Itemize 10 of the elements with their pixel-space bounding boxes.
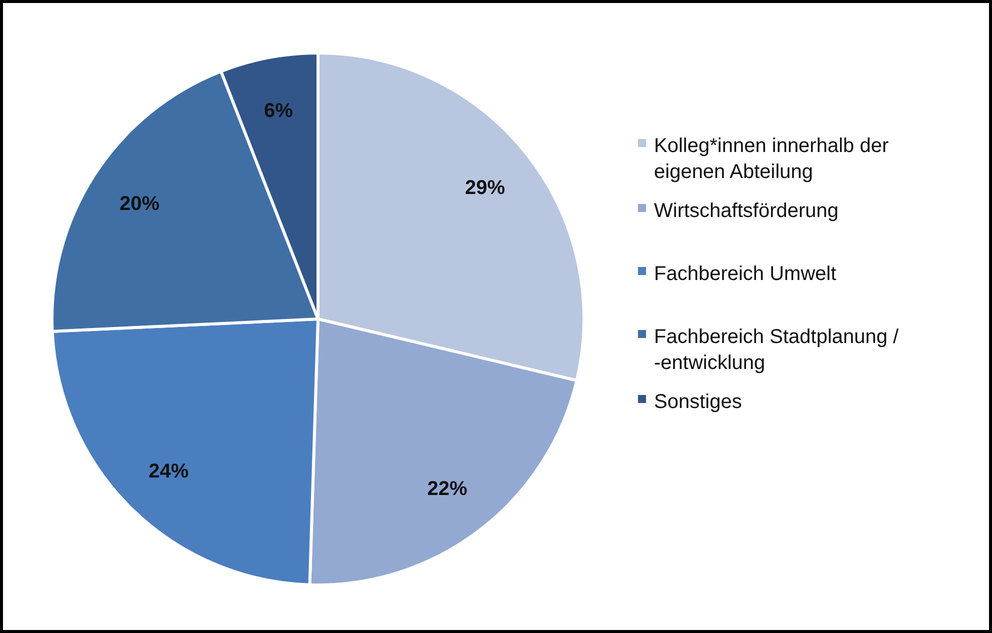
data-label: 6% bbox=[264, 100, 294, 122]
data-label: 29% bbox=[464, 177, 506, 200]
legend-label: Kolleg*innen innerhalb der eigenen Abteilung bbox=[654, 135, 889, 183]
data-label: 20% bbox=[119, 193, 160, 216]
data-label: 22% bbox=[427, 478, 468, 500]
legend-label: Fachbereich Stadtplanung / -entwicklung bbox=[654, 326, 900, 374]
data-label: 24% bbox=[148, 460, 189, 483]
legend-label: Sonstiges bbox=[654, 391, 742, 413]
legend-label: Fachbereich Umwelt bbox=[654, 263, 837, 285]
legend-label: Wirtschaftsförderung bbox=[654, 200, 839, 222]
